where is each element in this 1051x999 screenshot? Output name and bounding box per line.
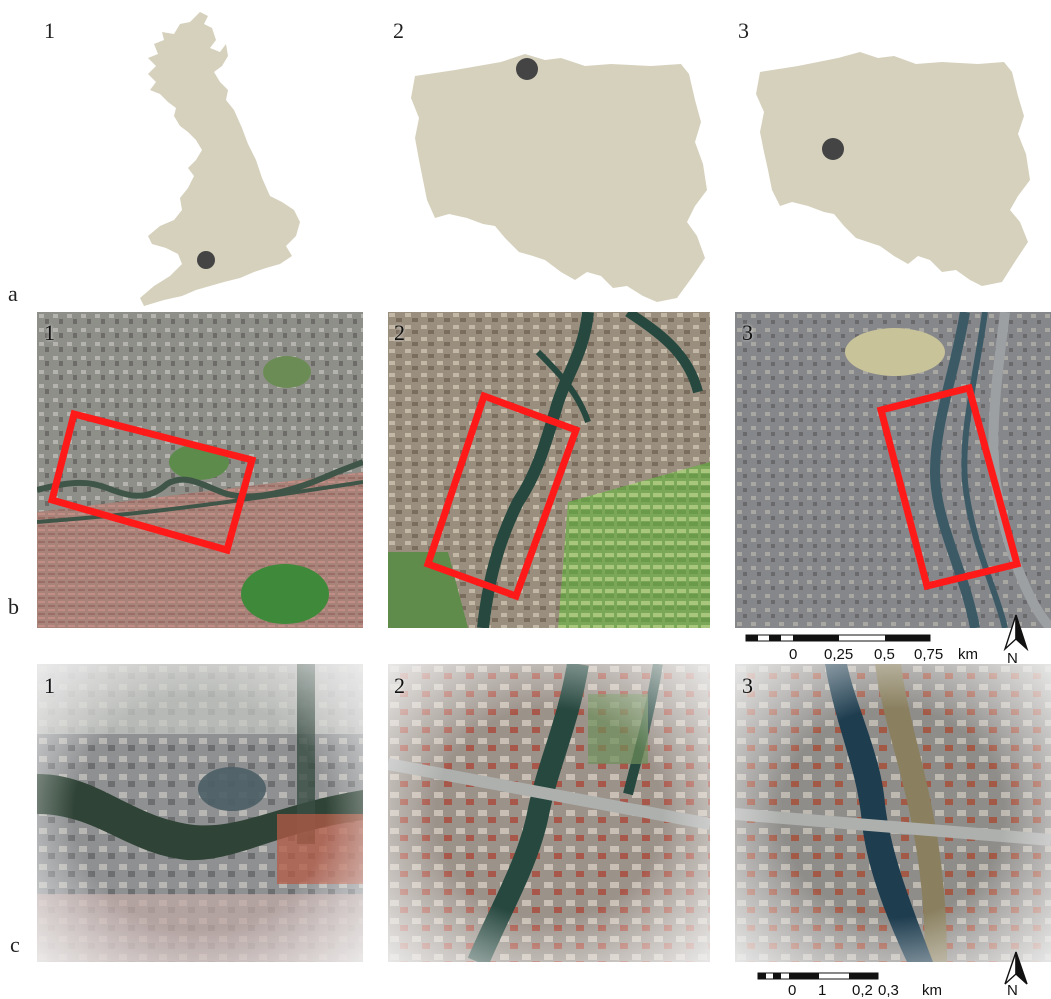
scale-c-tick-3: 0,3	[878, 982, 899, 999]
locator-number-2: 2	[393, 18, 404, 43]
scale-b-tick-2: 0,5	[874, 646, 895, 663]
scale-b-tick-1: 0,25	[824, 646, 854, 663]
detail-number-1: 1	[44, 673, 55, 698]
scale-c-tick-2: 0,2	[852, 982, 873, 999]
north-arrow-icon-c	[1004, 951, 1028, 985]
scale-b-unit: km	[958, 646, 978, 663]
aerial-detail-1	[37, 664, 363, 962]
locator-number-3: 3	[738, 18, 749, 43]
north-label-c: N	[1007, 982, 1018, 999]
study-area-box-3	[876, 383, 1022, 591]
north-arrow-icon-b	[1003, 614, 1029, 651]
uk-land-shape	[140, 12, 300, 306]
aerial-detail-3	[735, 664, 1051, 962]
scale-b-tick-0: 0	[789, 646, 798, 663]
poland-land-shape-3	[756, 52, 1030, 286]
scale-c-tick-0: 0	[788, 982, 797, 999]
scale-bar-b	[745, 634, 931, 642]
overview-number-2: 2	[394, 320, 405, 345]
study-area-box-2	[423, 391, 581, 601]
scale-bar-c	[757, 972, 879, 980]
detail-number-2: 2	[394, 673, 405, 698]
poland-location-marker-2	[516, 58, 538, 80]
row-label-b: b	[8, 594, 19, 619]
scale-b-tick-3: 0,75	[914, 646, 944, 663]
overview-number-3: 3	[742, 320, 753, 345]
row-label-c: c	[10, 932, 20, 957]
aerial-detail-2	[388, 664, 710, 962]
detail-number-3: 3	[742, 673, 753, 698]
aerial-overview-1	[37, 312, 363, 628]
aerial-overview-2	[388, 312, 710, 628]
poland-locator-map-2	[411, 54, 707, 302]
poland-land-shape-2	[411, 54, 707, 302]
scale-c-tick-1: 1	[818, 982, 827, 999]
uk-locator-map	[140, 12, 300, 306]
study-area-box-1	[47, 409, 257, 555]
poland-locator-map-3	[756, 52, 1030, 286]
aerial-overview-3	[735, 312, 1051, 628]
north-label-b: N	[1007, 650, 1018, 667]
locator-number-1: 1	[44, 18, 55, 43]
uk-location-marker	[197, 251, 215, 269]
poland-location-marker-3	[822, 138, 844, 160]
row-label-a: a	[8, 281, 18, 306]
scale-c-unit: km	[922, 982, 942, 999]
overview-number-1: 1	[44, 320, 55, 345]
